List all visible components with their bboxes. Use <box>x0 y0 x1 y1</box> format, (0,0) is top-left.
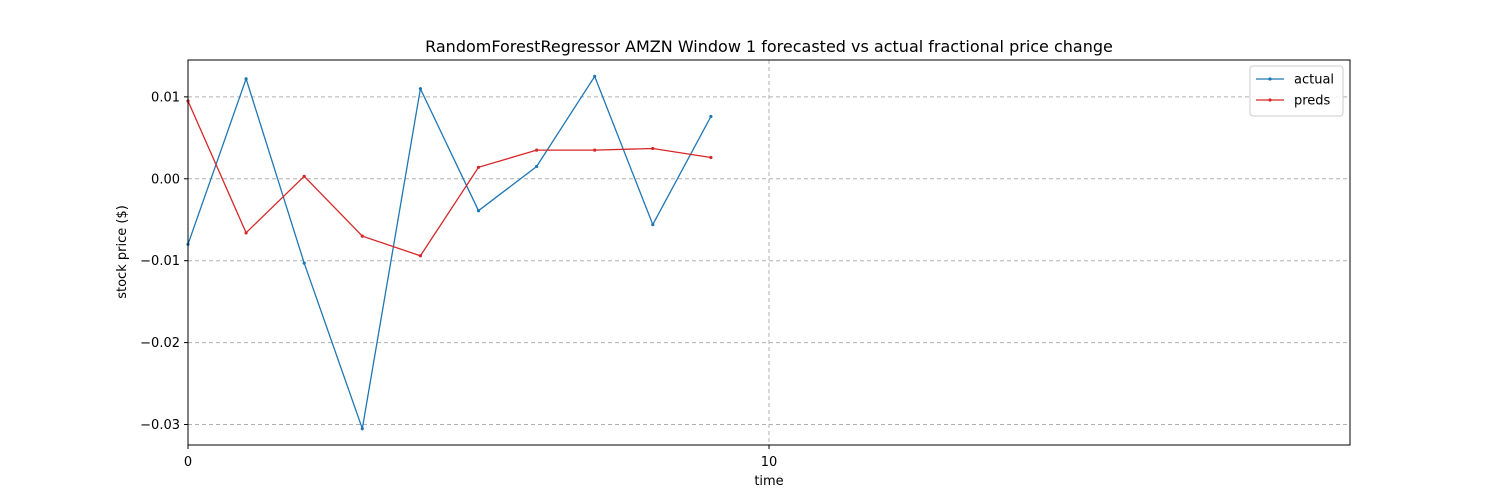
x-axis-ticks: 0 10 <box>184 445 777 470</box>
data-point-actual <box>418 87 422 91</box>
legend-label: preds <box>1294 94 1331 109</box>
legend-label: actual <box>1294 73 1334 88</box>
data-point-actual <box>535 164 539 169</box>
data-point-preds <box>593 148 597 152</box>
y-tick-label: 0.00 <box>151 172 180 187</box>
series-preds <box>186 99 713 258</box>
data-point-preds <box>709 155 713 160</box>
data-point-actual <box>244 77 248 81</box>
chart-title: RandomForestRegressor AMZN Window 1 fore… <box>425 37 1113 56</box>
data-point-preds <box>244 231 248 235</box>
data-point-actual <box>593 74 597 78</box>
y-axis-label: stock price ($) <box>115 205 130 299</box>
x-tick-label: 10 <box>761 455 778 470</box>
legend-marker <box>1268 98 1272 102</box>
legend: actual preds <box>1249 65 1344 117</box>
series-actual <box>186 74 713 432</box>
data-point-actual <box>651 223 655 227</box>
series-line-preds <box>187 100 711 257</box>
legend-marker <box>1268 77 1272 81</box>
series-line-actual <box>187 74 712 432</box>
data-point-actual <box>302 261 306 265</box>
data-point-actual <box>709 114 713 119</box>
data-point-preds <box>360 234 364 238</box>
y-tick-label: −0.03 <box>140 418 180 433</box>
grid-layer <box>187 60 1350 445</box>
legend-item-preds: preds <box>1256 94 1331 109</box>
data-point-actual <box>476 209 481 213</box>
y-tick-label: −0.02 <box>140 336 180 351</box>
y-axis-ticks: 0.01 0.00 −0.01 −0.02 −0.03 <box>140 90 188 433</box>
data-point-preds <box>476 165 481 169</box>
series-layer <box>186 74 713 432</box>
x-axis-label: time <box>754 474 783 489</box>
data-point-preds <box>418 254 422 258</box>
legend-item-actual: actual <box>1256 73 1334 88</box>
data-point-preds <box>651 146 655 151</box>
x-tick-label: 0 <box>184 455 192 470</box>
data-point-actual <box>360 427 364 431</box>
data-point-preds <box>535 148 539 152</box>
y-tick-label: −0.01 <box>140 254 180 269</box>
y-tick-label: 0.01 <box>151 90 180 105</box>
data-point-preds <box>302 174 306 178</box>
